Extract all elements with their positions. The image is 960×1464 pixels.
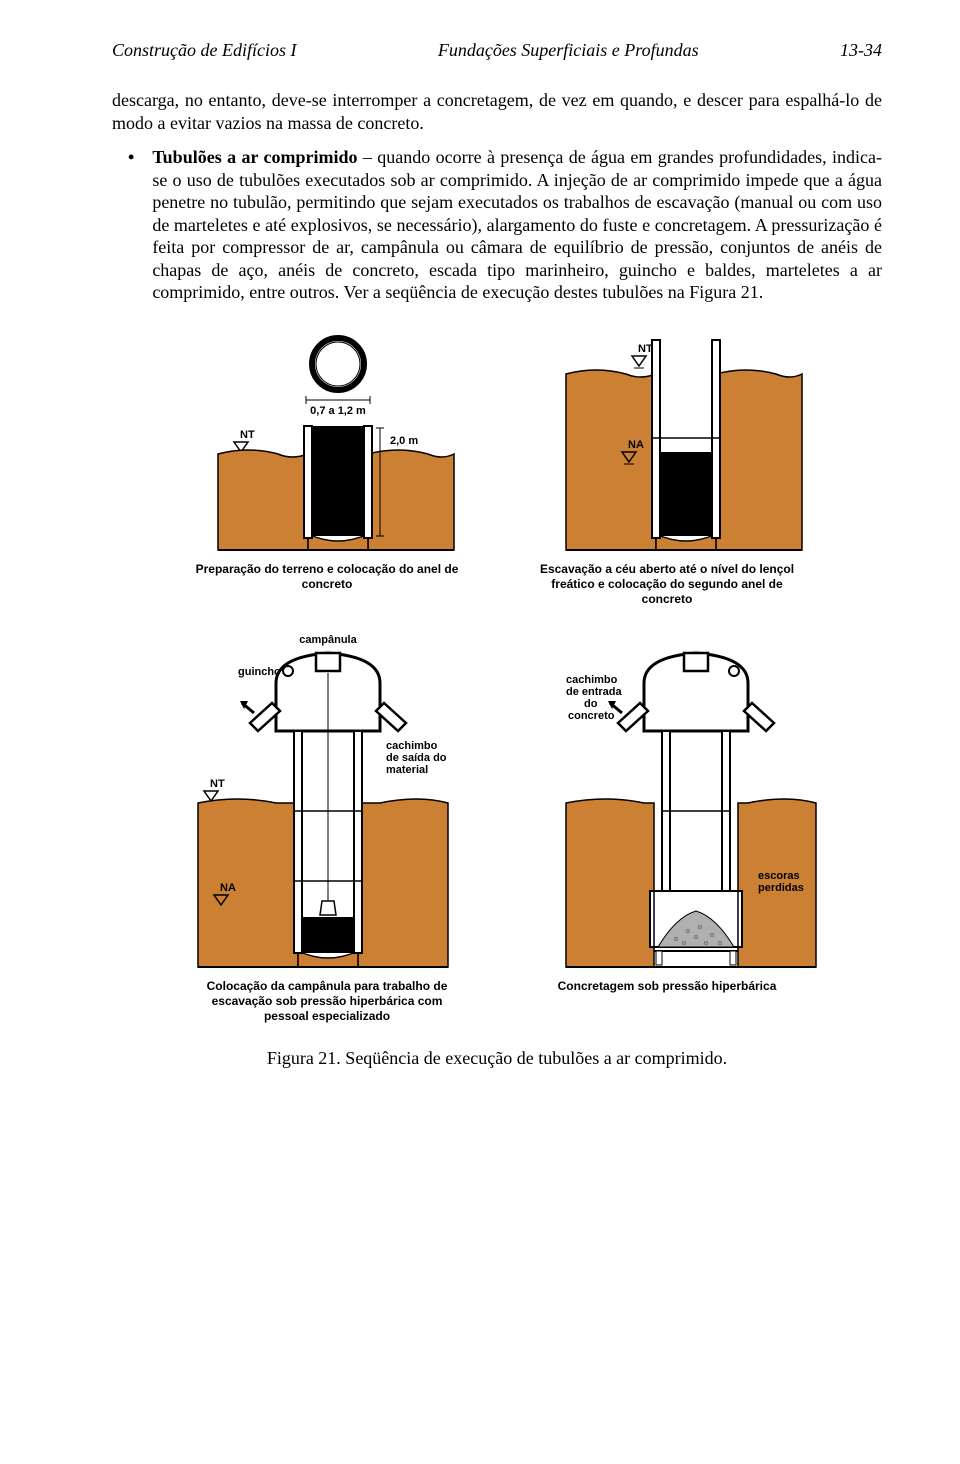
bullet-rest: – quando ocorre à presença de água em gr… — [152, 147, 882, 302]
bullet-marker: • — [112, 146, 134, 304]
paragraph-1: descarga, no entanto, deve-se interrompe… — [112, 89, 882, 134]
label-escoras-2: perdidas — [758, 882, 804, 894]
label-diameter: 0,7 a 1,2 m — [310, 405, 366, 417]
diagram-panel-2: NT NA — [536, 334, 806, 554]
label-cachimbo-saida-2: de saída do — [386, 752, 447, 764]
figure-row-2: campânula guincho cachimbo de saída do m… — [112, 631, 882, 971]
label-depth: 2,0 m — [390, 435, 418, 447]
bullet-lead: Tubulões a ar comprimido — [152, 147, 357, 167]
label-cachimbo-ent-2: de entrada — [566, 686, 623, 698]
bullet-item: • Tubulões a ar comprimido – quando ocor… — [112, 146, 882, 304]
caption-2: Escavação a céu aberto até o nível do le… — [532, 562, 802, 607]
bullet-text: Tubulões a ar comprimido – quando ocorre… — [152, 146, 882, 304]
diagram-panel-3: campânula guincho cachimbo de saída do m… — [168, 631, 458, 971]
caption-3: Colocação da campânula para trabalho de … — [192, 979, 462, 1024]
header-left: Construção de Edifícios I — [112, 40, 296, 61]
figure-caption: Figura 21. Seqüência de execução de tubu… — [112, 1048, 882, 1069]
label-cachimbo-ent-4: concreto — [568, 710, 615, 722]
figure-21: 0,7 a 1,2 m NT 2,0 m NT — [112, 334, 882, 1069]
label-cachimbo-saida-3: material — [386, 764, 428, 776]
label-escoras-1: escoras — [758, 870, 800, 882]
caption-row-2: Colocação da campânula para trabalho de … — [112, 979, 882, 1024]
diagram-panel-4: cachimbo de entrada do concreto — [536, 631, 826, 971]
label-cachimbo-ent-1: cachimbo — [566, 674, 618, 686]
label-na-1: NA — [628, 439, 644, 451]
label-nt-3: NT — [210, 778, 225, 790]
label-na-2: NA — [220, 882, 236, 894]
label-campanula: campânula — [299, 634, 357, 646]
label-guincho: guincho — [238, 666, 281, 678]
header-right: 13-34 — [840, 40, 882, 61]
caption-row-1: Preparação do terreno e colocação do ane… — [112, 562, 882, 607]
header-center: Fundações Superficiais e Profundas — [438, 40, 699, 61]
label-cachimbo-ent-3: do — [584, 698, 598, 710]
page-header: Construção de Edifícios I Fundações Supe… — [112, 40, 882, 61]
figure-row-1: 0,7 a 1,2 m NT 2,0 m NT — [112, 334, 882, 554]
caption-4: Concretagem sob pressão hiperbárica — [532, 979, 802, 1024]
caption-1: Preparação do terreno e colocação do ane… — [192, 562, 462, 607]
label-nt-1: NT — [240, 429, 255, 441]
label-nt-2: NT — [638, 343, 653, 355]
diagram-panel-1: 0,7 a 1,2 m NT 2,0 m — [188, 334, 458, 554]
label-cachimbo-saida-1: cachimbo — [386, 740, 438, 752]
